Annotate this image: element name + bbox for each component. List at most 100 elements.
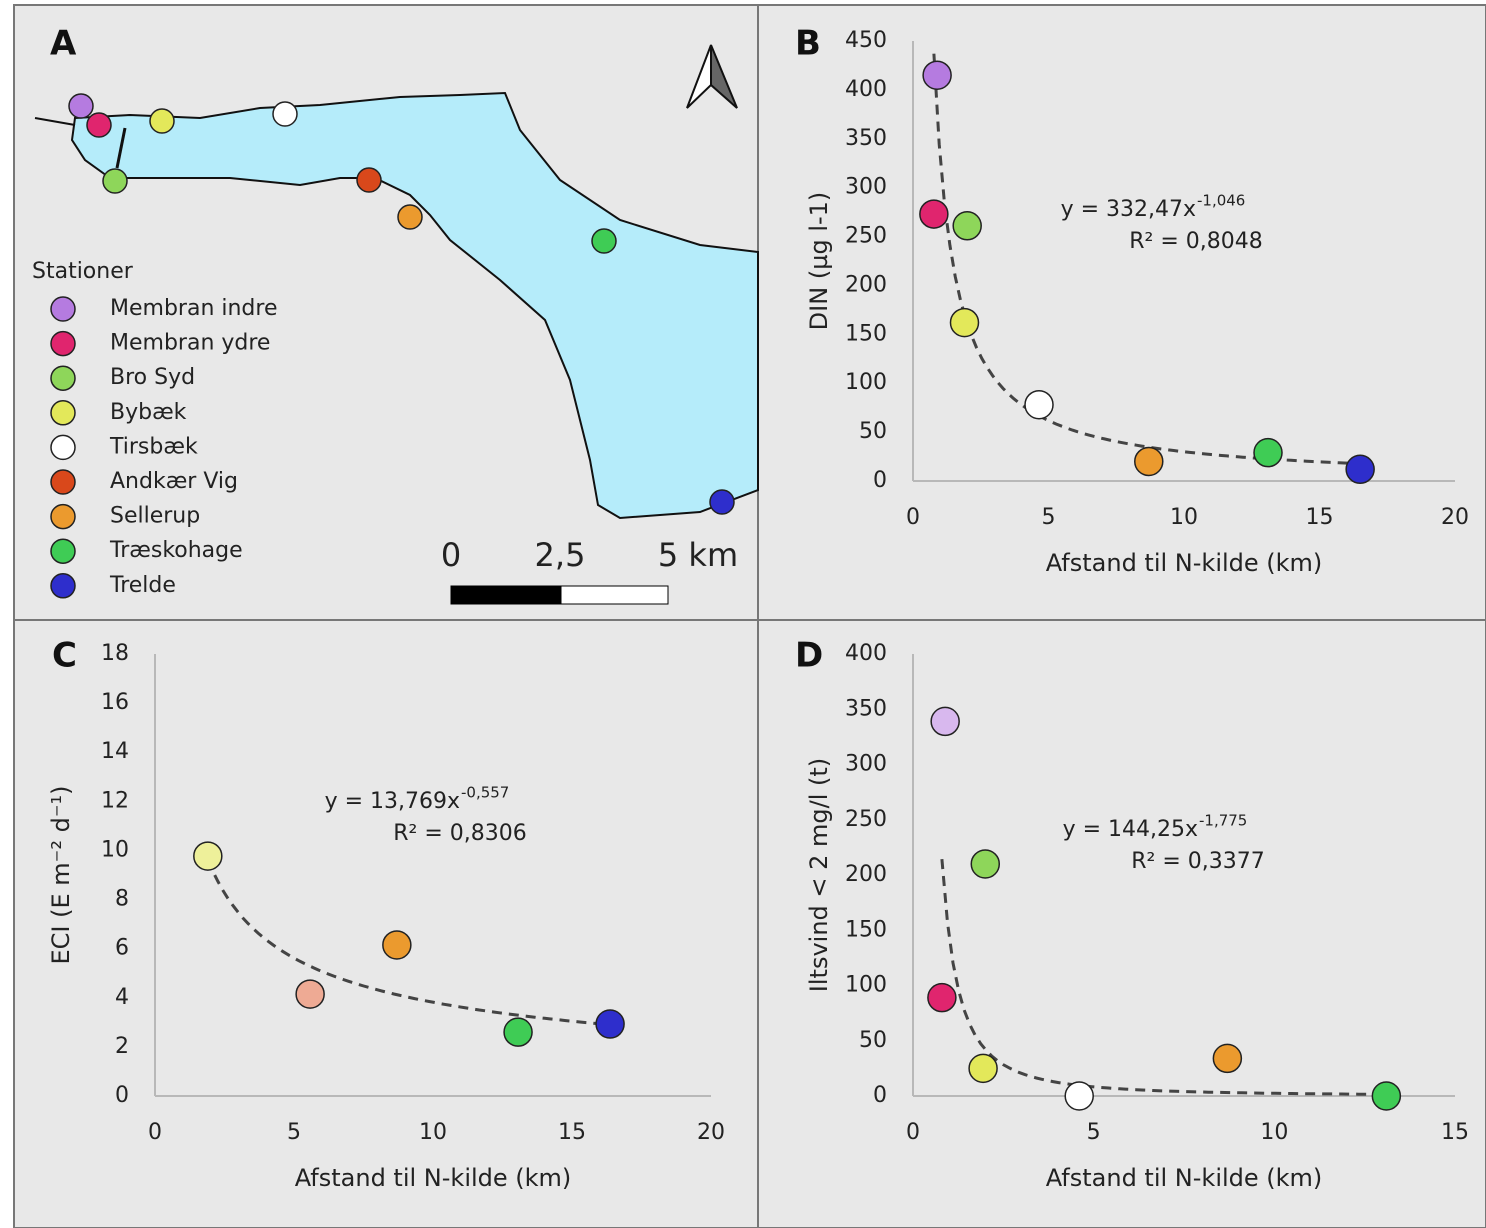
figure-background — [13, 4, 1486, 1228]
trendline — [932, 53, 1361, 466]
panel-label: D — [795, 636, 823, 676]
x-tick-label: 15 — [558, 1120, 586, 1145]
x-tick-label: 5 — [1087, 1120, 1101, 1145]
y-tick-label: 350 — [845, 126, 887, 151]
station-dot — [68, 93, 94, 119]
north-arrow — [710, 44, 738, 109]
legend-swatch — [50, 469, 76, 495]
x-axis-label: Afstand til N-kilde (km) — [1046, 1164, 1323, 1192]
y-tick-label: 0 — [873, 468, 887, 493]
legend-label: Trelde — [109, 573, 176, 598]
y-tick-label: 18 — [101, 641, 129, 666]
jetty — [34, 117, 76, 126]
y-tick-label: 350 — [845, 696, 887, 721]
y-tick-label: 2 — [115, 1034, 129, 1059]
y-tick-label: 10 — [101, 837, 129, 862]
point — [1064, 1081, 1094, 1111]
station-dot — [356, 167, 382, 193]
y-tick-label: 100 — [845, 973, 887, 998]
point — [382, 930, 412, 960]
legend-label: Membran ydre — [110, 331, 270, 356]
x-tick-label: 0 — [906, 505, 920, 530]
legend-swatch — [50, 296, 76, 322]
point — [503, 1017, 533, 1047]
trend-equation: y = 13,769x — [325, 789, 460, 814]
point — [1253, 437, 1283, 468]
y-tick-label: 100 — [845, 370, 887, 395]
trend-exponent: -1,775 — [1199, 812, 1247, 830]
scale-label: 2,5 — [535, 536, 586, 574]
point — [970, 849, 1001, 879]
point — [952, 211, 982, 241]
x-tick-label: 20 — [697, 1120, 725, 1145]
y-tick-label: 200 — [845, 862, 887, 887]
x-tick-label: 5 — [1042, 505, 1056, 530]
point — [1212, 1043, 1243, 1074]
point — [1134, 446, 1164, 477]
station-dot — [149, 108, 175, 134]
point — [595, 1009, 625, 1039]
scale-label: 0 — [441, 536, 461, 574]
y-axis-label: Iltsvind < 2 mg/l (t) — [805, 758, 833, 992]
station-dot — [86, 112, 112, 138]
point — [1024, 389, 1054, 420]
scale-bar — [450, 585, 562, 605]
point — [927, 982, 957, 1013]
y-tick-label: 14 — [101, 739, 129, 764]
legend-label: Sellerup — [110, 504, 200, 529]
station-dot — [272, 101, 298, 127]
membrane — [115, 127, 127, 169]
legend-title: Stationer — [32, 259, 134, 284]
y-tick-label: 250 — [845, 224, 887, 249]
y-tick-label: 8 — [115, 887, 129, 912]
y-tick-label: 400 — [845, 77, 887, 102]
legend-label: Bybæk — [110, 400, 187, 425]
point — [919, 199, 949, 229]
legend-label: Membran indre — [110, 296, 278, 321]
legend-swatch — [50, 365, 76, 391]
trend-r2: R² = 0,8306 — [393, 821, 527, 846]
y-tick-label: 450 — [845, 28, 887, 53]
trend-r2: R² = 0,3377 — [1131, 849, 1265, 874]
x-axis-label: Afstand til N-kilde (km) — [295, 1164, 572, 1192]
point — [193, 841, 223, 871]
station-dot — [591, 228, 617, 254]
y-tick-label: 400 — [845, 641, 887, 666]
legend-swatch — [50, 434, 76, 461]
scale-bar — [560, 585, 669, 605]
legend-swatch — [50, 538, 76, 564]
panel-label: B — [795, 24, 821, 64]
y-tick-label: 250 — [845, 807, 887, 832]
station-dot — [102, 168, 128, 194]
point — [922, 60, 952, 90]
y-tick-label: 16 — [101, 690, 129, 715]
x-tick-label: 0 — [148, 1120, 162, 1145]
trendline — [940, 858, 1387, 1096]
y-axis-label: ECI (E m⁻² d⁻¹) — [47, 786, 75, 965]
y-tick-label: 300 — [845, 752, 887, 777]
station-dot — [397, 204, 423, 230]
x-tick-label: 15 — [1306, 505, 1334, 530]
x-axis-label: Afstand til N-kilde (km) — [1046, 549, 1323, 577]
legend-swatch — [50, 503, 76, 530]
x-tick-label: 0 — [906, 1120, 920, 1145]
trendline — [206, 858, 611, 1027]
x-tick-label: 10 — [419, 1120, 447, 1145]
trend-equation: y = 332,47x — [1061, 197, 1196, 222]
legend-label: Træskohage — [109, 538, 243, 563]
trend-r2: R² = 0,8048 — [1129, 229, 1263, 254]
map: A Stationer 0 2,5 5 km — [32, 24, 759, 605]
point — [968, 1053, 998, 1084]
point — [1371, 1081, 1402, 1111]
legend-swatch — [50, 400, 76, 426]
y-tick-label: 4 — [115, 985, 129, 1010]
point — [949, 307, 980, 338]
trend-exponent: -1,046 — [1197, 192, 1245, 210]
fjord — [70, 91, 759, 520]
station-dot — [709, 489, 735, 515]
trend-equation: y = 144,25x — [1063, 817, 1198, 842]
x-tick-label: 10 — [1260, 1120, 1288, 1145]
y-tick-label: 200 — [845, 272, 887, 297]
x-tick-label: 5 — [287, 1120, 301, 1145]
